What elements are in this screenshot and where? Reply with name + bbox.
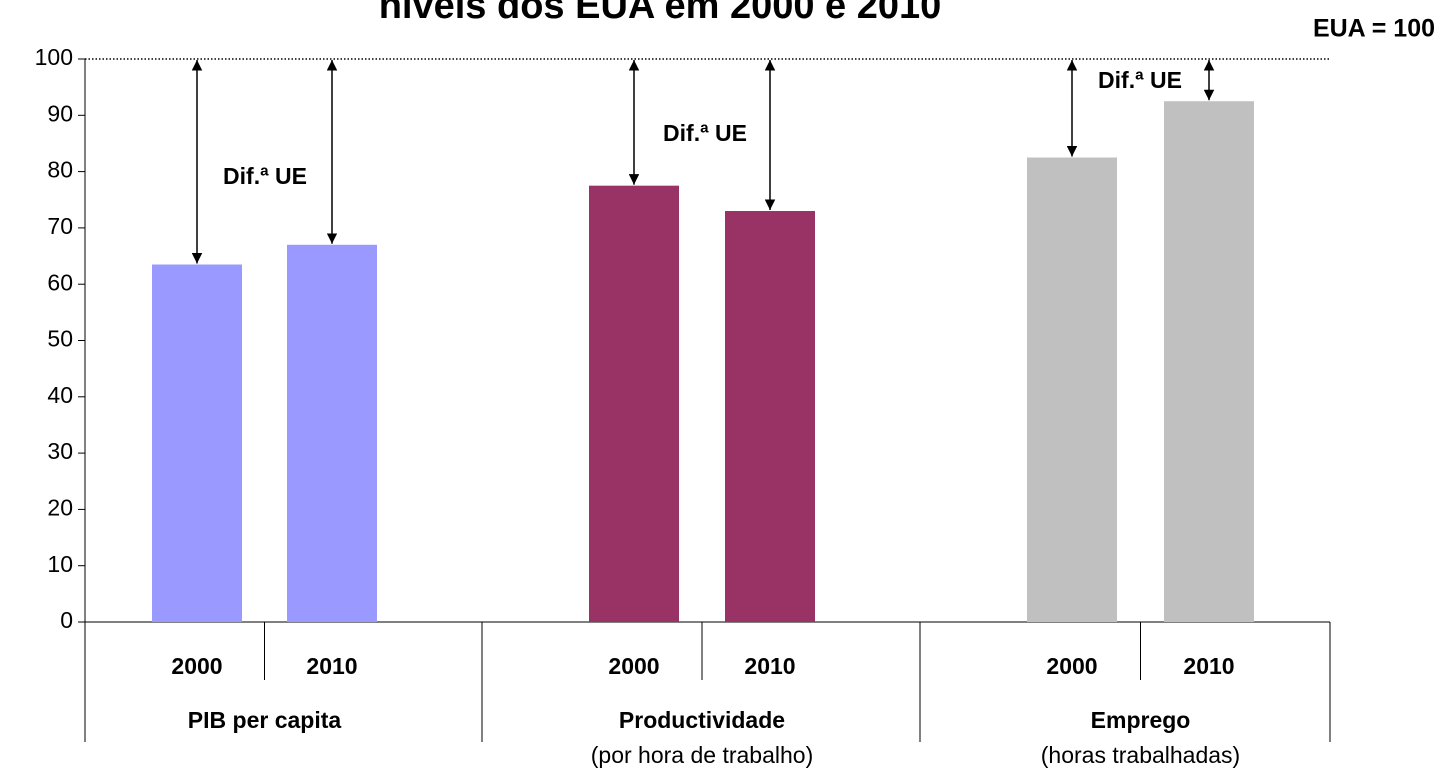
x-tick-label: 2000	[1046, 653, 1097, 679]
y-tick-label: 70	[47, 213, 73, 239]
group-note: (por hora de trabalho)	[591, 742, 813, 768]
bar	[152, 264, 242, 622]
annotation: EUA = 100	[1313, 15, 1435, 43]
y-tick-label: 50	[47, 326, 73, 352]
y-tick-label: 60	[47, 269, 73, 295]
bar	[589, 185, 679, 623]
group-label: Emprego	[1091, 707, 1191, 733]
y-tick-label: 10	[47, 551, 73, 577]
y-tick-label: 90	[47, 100, 73, 126]
group-label: Productividade	[619, 707, 785, 733]
diff-label: Dif.ª UE	[663, 120, 747, 146]
diff-label: Dif.ª UE	[223, 163, 307, 189]
group-label: PIB per capita	[188, 707, 342, 733]
group-note: (horas trabalhadas)	[1041, 742, 1240, 768]
y-tick-label: 100	[35, 44, 73, 70]
x-tick-label: 2010	[1183, 653, 1234, 679]
x-tick-label: 2000	[608, 653, 659, 679]
bar	[287, 244, 377, 623]
y-tick-label: 20	[47, 494, 73, 520]
y-tick-label: 40	[47, 382, 73, 408]
bar	[1027, 157, 1117, 622]
y-tick-label: 80	[47, 157, 73, 183]
x-tick-label: 2000	[171, 653, 222, 679]
bar	[725, 211, 815, 622]
x-tick-label: 2010	[306, 653, 357, 679]
x-tick-label: 2010	[744, 653, 795, 679]
chart-title: níveis dos EUA em 2000 e 2010	[379, 0, 942, 27]
bar	[1164, 101, 1254, 623]
diff-label: Dif.ª UE	[1098, 67, 1182, 93]
y-tick-label: 30	[47, 438, 73, 464]
y-tick-label: 0	[60, 607, 73, 633]
